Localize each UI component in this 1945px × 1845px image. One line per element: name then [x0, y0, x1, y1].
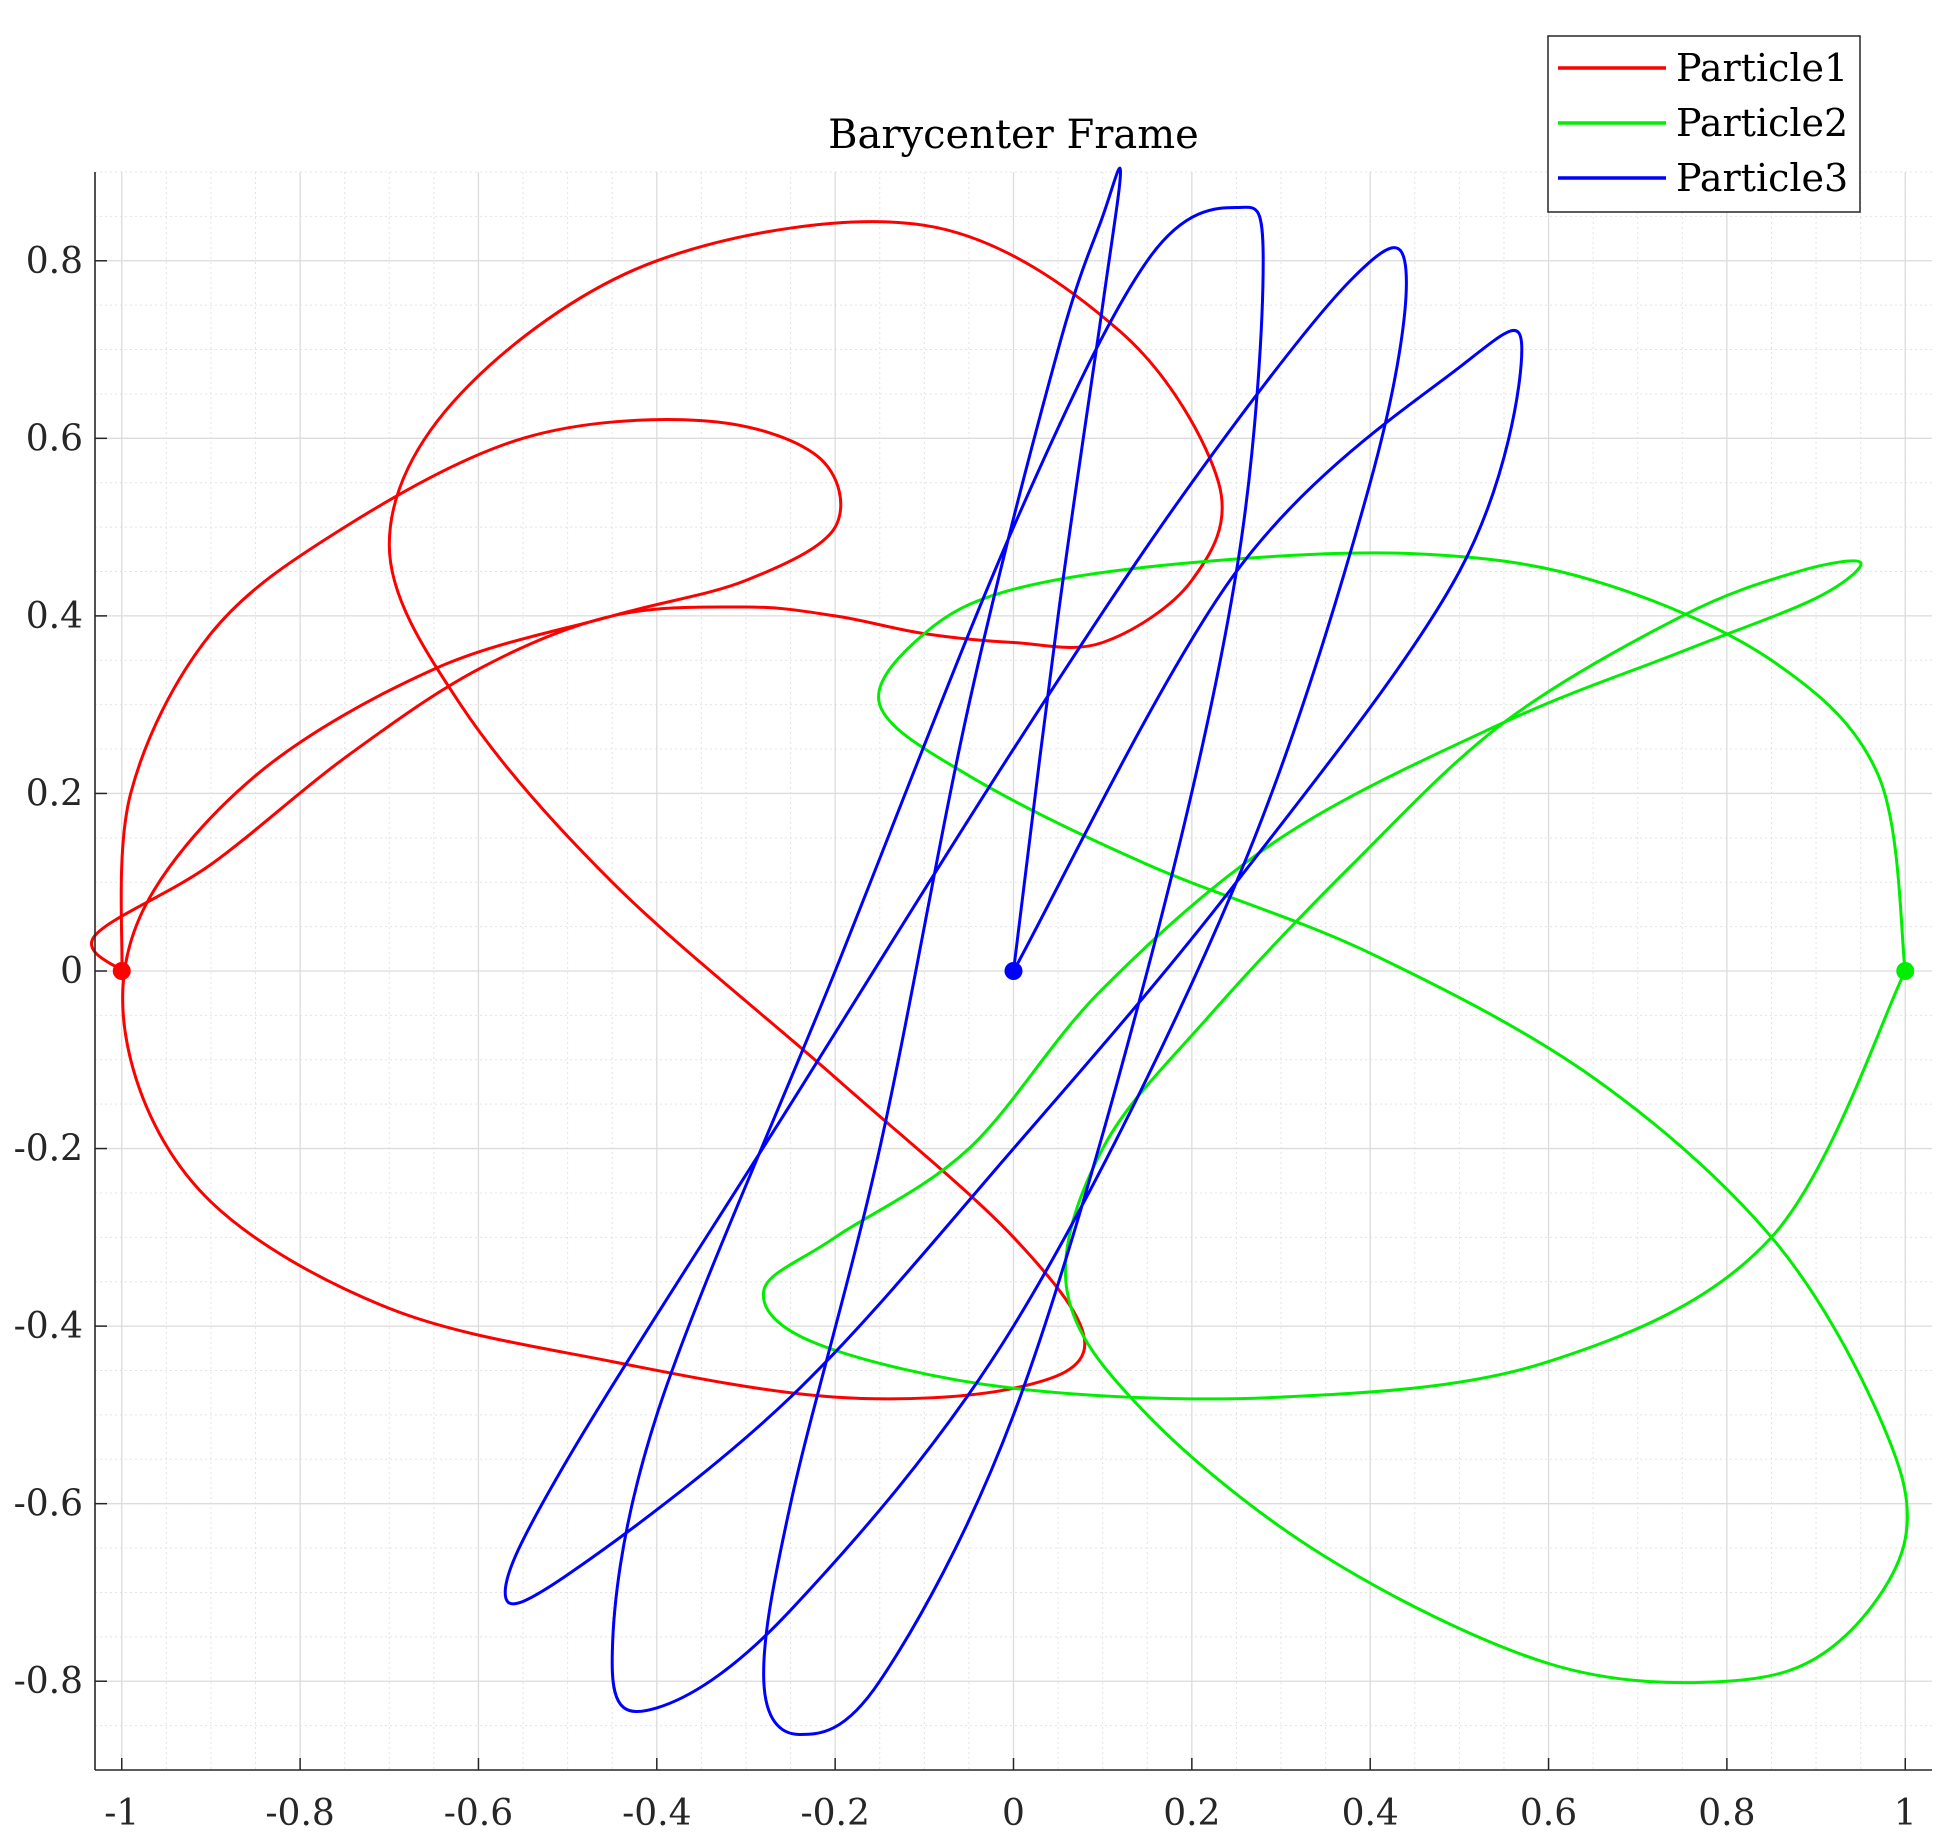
y-tick-label: 0.8: [26, 241, 83, 282]
x-tick-label: -1: [104, 1793, 139, 1834]
x-tick-label: 0.4: [1342, 1793, 1399, 1834]
legend-label-particle2: Particle2: [1676, 101, 1848, 145]
x-tick-label: 0.2: [1163, 1793, 1220, 1834]
y-tick-label: -0.4: [14, 1306, 83, 1347]
y-tick-label: 0.4: [26, 596, 83, 637]
legend-label-particle3: Particle3: [1676, 156, 1848, 200]
y-tick-label: -0.2: [14, 1129, 83, 1170]
y-tick-label: 0.2: [26, 773, 83, 814]
x-tick-label: 0: [1002, 1793, 1025, 1834]
x-tick-label: -0.2: [800, 1793, 869, 1834]
chart-title: Barycenter Frame: [828, 112, 1199, 158]
legend: Particle1 Particle2 Particle3: [1547, 35, 1861, 213]
y-tick-label: -0.8: [14, 1661, 83, 1702]
x-tick-label: -0.8: [265, 1793, 334, 1834]
trajectory-particle1: [90, 220, 1224, 1401]
x-tick-labels: -1 -0.8 -0.6 -0.4 -0.2 0 0.2 0.4 0.6 0.8 1: [104, 1793, 1916, 1834]
y-tick-label: 0.6: [26, 418, 83, 459]
legend-label-particle1: Particle1: [1676, 46, 1848, 90]
start-point-particle1: [112, 962, 131, 980]
x-tick-label: 0.6: [1520, 1793, 1577, 1834]
x-tick-label: 0.8: [1698, 1793, 1755, 1834]
series-layer: [90, 166, 1915, 1736]
start-point-particle2: [1896, 962, 1915, 980]
start-point-particle3: [1004, 962, 1023, 980]
trajectory-particle3: [503, 166, 1524, 1736]
y-tick-label: 0: [60, 951, 83, 992]
y-tick-labels: -0.8 -0.6 -0.4 -0.2 0 0.2 0.4 0.6 0.8: [14, 241, 83, 1702]
x-tick-label: -0.6: [444, 1793, 513, 1834]
axes-layer: [94, 172, 1932, 1771]
major-grid: [95, 172, 1932, 1770]
x-tick-label: 1: [1894, 1793, 1917, 1834]
x-tick-label: -0.4: [622, 1793, 691, 1834]
trajectory-particle2: [761, 551, 1909, 1685]
y-tick-label: -0.6: [14, 1484, 83, 1525]
